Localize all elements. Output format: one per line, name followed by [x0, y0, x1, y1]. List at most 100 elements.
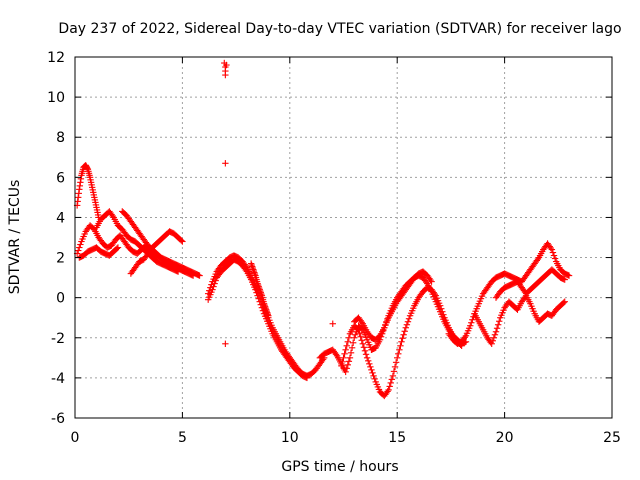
y-tick-label: -4: [51, 371, 65, 387]
data-point: [196, 272, 203, 279]
data-point: [365, 357, 372, 365]
data-point: [548, 246, 556, 253]
data-point: [362, 351, 370, 358]
data-point: [113, 245, 121, 252]
x-tick-label: 5: [178, 430, 187, 446]
y-tick-label: 10: [47, 90, 65, 106]
data-point: [75, 247, 82, 254]
data-point: [561, 298, 568, 305]
data-point: [76, 244, 83, 251]
x-tick-label: 10: [281, 430, 299, 446]
data-point: [77, 241, 84, 248]
data-point: [493, 325, 501, 332]
data-point: [402, 324, 409, 331]
data-point: [397, 342, 404, 349]
data-point: [489, 337, 496, 344]
y-tick-label: 2: [56, 251, 65, 267]
x-tick-label: 20: [496, 430, 514, 446]
x-axis-label: GPS time / hours: [281, 459, 398, 475]
data-point: [210, 283, 217, 290]
data-point: [367, 363, 374, 371]
data-point: [352, 331, 359, 338]
data-point: [468, 319, 475, 326]
data-point: [369, 369, 376, 377]
data-point: [394, 354, 401, 362]
data-point: [346, 354, 354, 362]
data-point: [438, 305, 445, 312]
data-point: [361, 347, 369, 355]
data-point: [491, 331, 499, 338]
x-tick-label: 0: [71, 430, 80, 446]
data-point: [436, 302, 444, 309]
data-point: [439, 308, 446, 315]
data-point: [496, 318, 503, 325]
axis-ticks: 0 5 10 15 20 25 -6 -4 -2 0 2 4 6 8 10 12: [47, 50, 621, 446]
data-point: [223, 61, 230, 69]
data-point: [359, 340, 367, 347]
data-point: [392, 359, 400, 366]
data-point: [385, 386, 392, 394]
data-point: [440, 311, 447, 318]
data-point: [494, 321, 502, 328]
data-point: [405, 315, 413, 322]
x-tick-label: 25: [603, 430, 621, 446]
data-point: [551, 255, 559, 262]
data-points: [73, 59, 573, 400]
data-point: [422, 278, 430, 286]
data-point: [356, 330, 363, 337]
data-point: [492, 328, 500, 335]
data-point: [347, 349, 355, 357]
data-point: [399, 335, 406, 342]
data-point: [461, 334, 469, 341]
data-point: [343, 342, 350, 349]
data-point: [469, 316, 476, 323]
data-point: [222, 340, 229, 347]
y-axis-label: SDTVAR / TECUs: [7, 180, 23, 295]
data-point: [242, 266, 249, 274]
data-point: [354, 325, 361, 332]
data-point: [370, 372, 377, 380]
data-point: [368, 366, 375, 374]
data-point: [355, 326, 362, 333]
data-point: [348, 344, 356, 352]
data-point: [114, 244, 122, 251]
data-point: [109, 212, 116, 220]
data-point: [396, 346, 403, 354]
data-point: [332, 351, 340, 358]
data-point: [345, 334, 353, 341]
data-point: [428, 278, 435, 285]
data-point: [351, 334, 358, 341]
data-point: [339, 358, 346, 366]
data-point: [363, 354, 371, 362]
data-point: [388, 376, 396, 383]
data-point: [384, 388, 391, 395]
y-tick-label: 8: [56, 130, 65, 146]
y-tick-label: 4: [56, 210, 65, 226]
data-point: [390, 368, 398, 375]
data-point: [357, 333, 364, 340]
data-point: [174, 268, 182, 275]
data-point: [338, 362, 345, 370]
data-point: [560, 299, 567, 306]
data-point: [342, 346, 349, 354]
data-point: [342, 368, 349, 376]
data-point: [343, 365, 350, 372]
data-point: [403, 321, 411, 328]
data-point: [427, 276, 434, 284]
x-tick-label: 15: [388, 430, 406, 446]
y-tick-label: 12: [47, 50, 65, 66]
data-point: [400, 331, 407, 338]
data-point: [547, 244, 554, 252]
data-point: [360, 344, 368, 351]
data-point: [329, 320, 336, 327]
data-point: [550, 252, 558, 259]
data-point: [222, 160, 229, 167]
y-tick-label: -2: [51, 331, 65, 347]
data-point: [212, 277, 219, 284]
data-point: [565, 272, 573, 279]
data-point: [303, 374, 311, 382]
data-point: [265, 312, 272, 319]
data-point: [340, 354, 347, 362]
data-point: [341, 350, 348, 358]
